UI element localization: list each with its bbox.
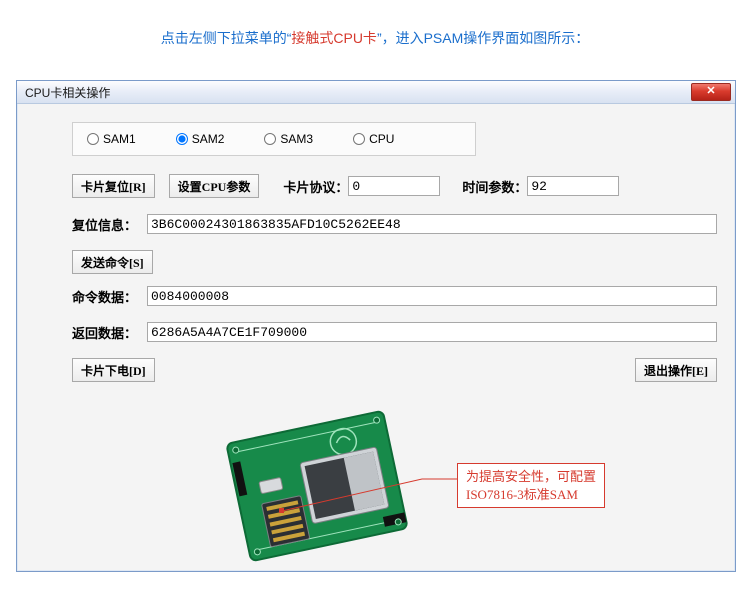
mode-groupbox: SAM1 SAM2 SAM3 CPU [72,122,476,156]
reset-button[interactable]: 卡片复位[R] [72,174,155,198]
retdata-label: 返回数据： [72,323,147,342]
row-reset: 卡片复位[R] 设置CPU参数 卡片协议： 时间参数： [72,174,717,198]
instruction-line: 点击左侧下拉菜单的“接触式CPU卡”，进入PSAM操作界面如图所示： [0,0,750,66]
radio-sam1-label: SAM1 [103,132,136,146]
annotation-line1: 为提高安全性，可配置 [466,468,596,486]
row-send: 发送命令[S] [72,250,717,274]
row-cmddata: 命令数据： [72,286,717,306]
setcpu-button[interactable]: 设置CPU参数 [169,174,260,198]
radio-sam3-input[interactable] [264,133,276,145]
cmddata-field[interactable] [147,286,717,306]
client-area: SAM1 SAM2 SAM3 CPU 卡片复位[R] 设置CPU参数 [17,104,735,382]
close-icon: ✕ [706,85,715,97]
main-window: CPU卡相关操作 ✕ SAM1 SAM2 SAM3 CPU [16,80,736,572]
radio-sam2-label: SAM2 [192,132,225,146]
retdata-field[interactable] [147,322,717,342]
titlebar: CPU卡相关操作 ✕ [17,81,735,104]
resetinfo-label: 复位信息： [72,215,147,234]
instruction-suffix: ”，进入PSAM操作界面如图所示： [377,30,589,46]
resetinfo-field[interactable] [147,214,717,234]
radio-cpu-input[interactable] [353,133,365,145]
timeparam-field[interactable] [527,176,619,196]
window-title: CPU卡相关操作 [21,84,110,101]
close-button[interactable]: ✕ [691,83,731,101]
protocol-field[interactable] [348,176,440,196]
poweroff-button[interactable]: 卡片下电[D] [72,358,155,382]
exit-button[interactable]: 退出操作[E] [635,358,717,382]
instruction-highlight: 接触式CPU卡 [291,30,377,46]
row-resetinfo: 复位信息： [72,214,717,234]
row-retdata: 返回数据： [72,322,717,342]
radio-sam2[interactable]: SAM2 [176,132,225,146]
instruction-prefix: 点击左侧下拉菜单的“ [161,30,292,46]
radio-sam1[interactable]: SAM1 [87,132,136,146]
send-button[interactable]: 发送命令[S] [72,250,153,274]
row-bottom: 卡片下电[D] 退出操作[E] [72,358,717,382]
radio-sam1-input[interactable] [87,133,99,145]
radio-cpu-label: CPU [369,132,394,146]
radio-sam2-input[interactable] [176,133,188,145]
cmddata-label: 命令数据： [72,287,147,306]
timeparam-label: 时间参数： [462,177,527,196]
protocol-label: 卡片协议： [283,177,348,196]
annotation-line2: ISO7816-3标准SAM [466,486,596,504]
radio-sam3[interactable]: SAM3 [264,132,313,146]
pcb-image [207,401,427,574]
radio-sam3-label: SAM3 [280,132,313,146]
pcb-icon [207,401,427,571]
radio-cpu[interactable]: CPU [353,132,394,146]
annotation-box: 为提高安全性，可配置 ISO7816-3标准SAM [457,463,605,508]
